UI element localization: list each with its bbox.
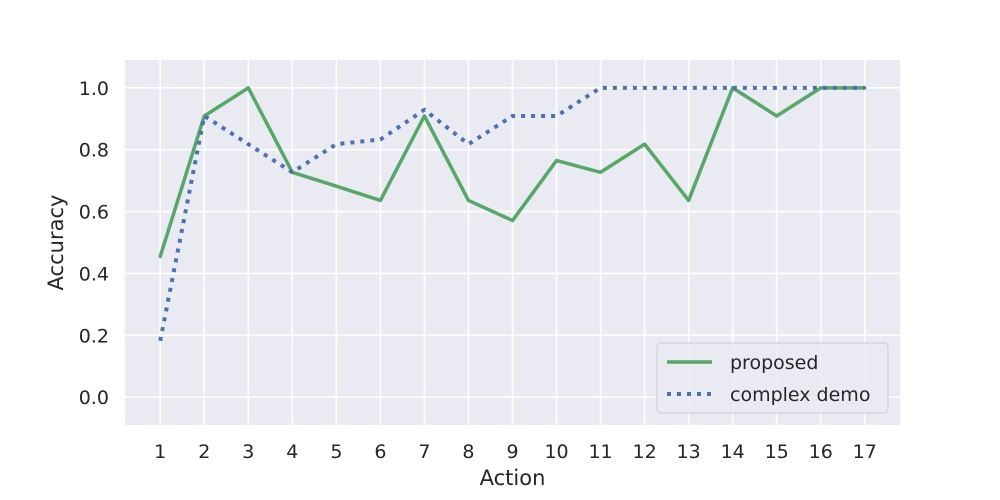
- x-tick-label: 6: [374, 441, 386, 463]
- x-axis-ticks: 1 2 3 4 5 6 7 8 9 10 11 12 13 14 15 16 17: [154, 441, 877, 463]
- legend: proposed complex demo: [656, 342, 889, 414]
- x-tick-label: 4: [286, 441, 298, 463]
- x-tick-label: 8: [462, 441, 474, 463]
- legend-label: complex demo: [730, 384, 870, 406]
- x-tick-label: 1: [154, 441, 166, 463]
- legend-label: proposed: [730, 352, 818, 374]
- y-axis-ticks: 0.0 0.2 0.4 0.6 0.8 1.0: [79, 78, 109, 409]
- x-tick-label: 5: [330, 441, 342, 463]
- x-tick-label: 17: [853, 441, 877, 463]
- x-tick-label: 9: [506, 441, 518, 463]
- grid: [125, 60, 900, 425]
- y-tick-label: 0.8: [79, 140, 109, 162]
- x-tick-label: 3: [242, 441, 254, 463]
- x-tick-label: 7: [418, 441, 430, 463]
- x-tick-label: 14: [721, 441, 745, 463]
- x-tick-label: 13: [677, 441, 701, 463]
- legend-box: [656, 342, 889, 414]
- y-tick-label: 0.4: [79, 263, 109, 285]
- y-tick-label: 0.6: [79, 202, 109, 224]
- x-tick-label: 15: [765, 441, 789, 463]
- y-tick-label: 0.0: [79, 387, 109, 409]
- y-axis-label: Accuracy: [44, 195, 68, 291]
- x-axis-label: Action: [480, 466, 546, 490]
- x-tick-label: 16: [809, 441, 833, 463]
- y-tick-label: 1.0: [79, 78, 109, 100]
- x-tick-label: 12: [633, 441, 657, 463]
- series-line-complex-demo: [158, 85, 865, 342]
- x-tick-label: 2: [198, 441, 210, 463]
- x-tick-label: 10: [544, 441, 568, 463]
- x-tick-label: 11: [588, 441, 612, 463]
- series-layer: [158, 85, 867, 342]
- y-tick-label: 0.2: [79, 325, 109, 347]
- series-line-proposed: [158, 86, 867, 259]
